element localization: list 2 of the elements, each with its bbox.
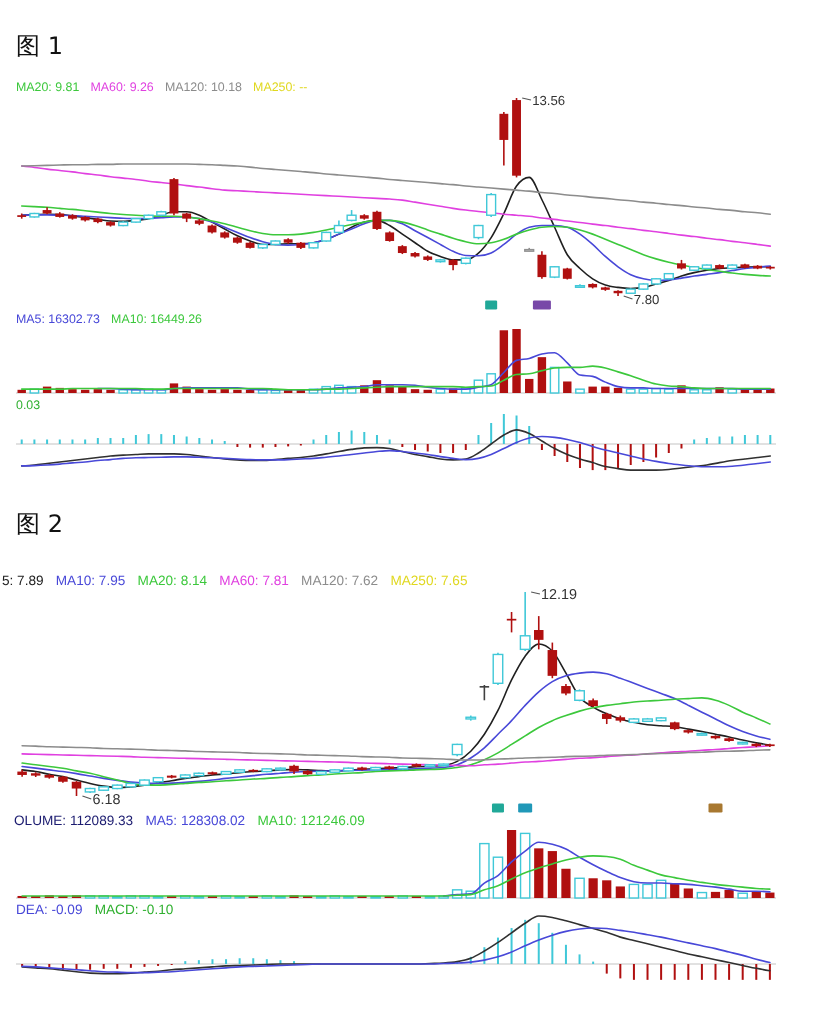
- chart-title: 图 2: [16, 510, 63, 538]
- chart-title: 图 1: [16, 32, 63, 60]
